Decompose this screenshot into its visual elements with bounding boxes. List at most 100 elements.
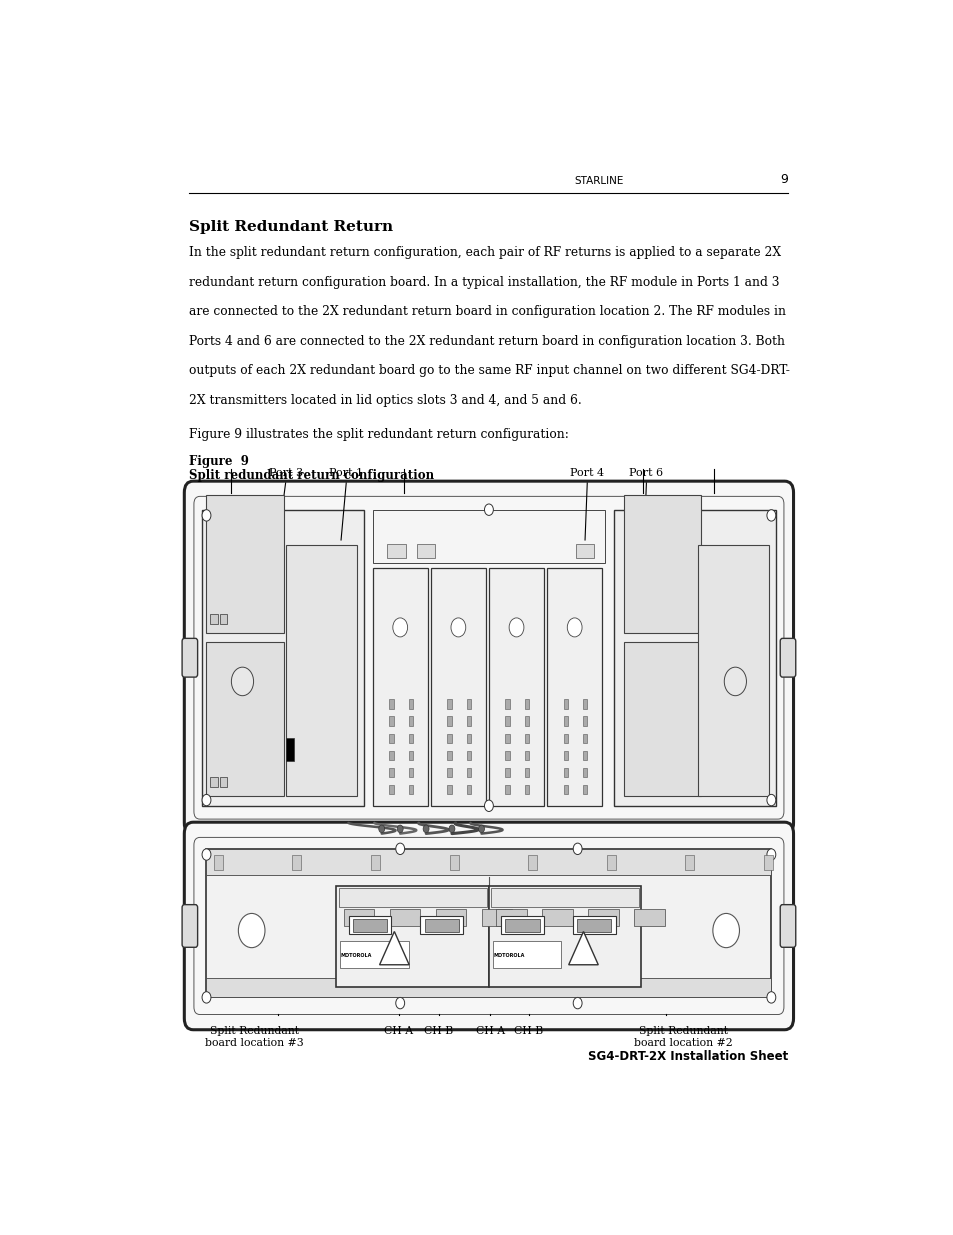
FancyBboxPatch shape xyxy=(182,638,197,677)
Bar xyxy=(408,734,413,743)
Bar xyxy=(524,734,529,743)
Bar xyxy=(389,699,394,709)
Bar xyxy=(389,768,394,777)
Bar xyxy=(614,510,775,805)
Circle shape xyxy=(395,998,404,1009)
Text: Port 1: Port 1 xyxy=(329,468,363,478)
Bar xyxy=(447,699,452,709)
Bar xyxy=(466,785,471,794)
Text: are connected to the 2X redundant return board in configuration location 2. The : are connected to the 2X redundant return… xyxy=(190,305,785,319)
Bar xyxy=(390,909,420,926)
Text: CH B: CH B xyxy=(514,1026,543,1036)
Text: CH A: CH A xyxy=(384,1026,413,1036)
Bar xyxy=(286,737,294,761)
Circle shape xyxy=(395,844,404,855)
Bar xyxy=(524,699,529,709)
Bar xyxy=(447,716,452,726)
Circle shape xyxy=(766,992,775,1003)
Bar xyxy=(623,495,700,634)
Bar xyxy=(505,699,510,709)
Bar xyxy=(524,716,529,726)
Bar xyxy=(505,768,510,777)
Bar xyxy=(623,642,700,797)
Bar xyxy=(408,751,413,760)
Bar xyxy=(447,751,452,760)
Circle shape xyxy=(232,667,253,695)
Bar xyxy=(387,545,405,558)
Circle shape xyxy=(451,618,465,637)
Text: CH A: CH A xyxy=(476,1026,504,1036)
Bar xyxy=(684,856,694,869)
Bar xyxy=(466,768,471,777)
Bar xyxy=(582,734,587,743)
Bar xyxy=(582,768,587,777)
Circle shape xyxy=(423,825,429,832)
Circle shape xyxy=(202,510,211,521)
Bar xyxy=(524,768,529,777)
Text: MOTOROLA: MOTOROLA xyxy=(340,953,372,958)
Bar xyxy=(353,919,387,931)
Bar xyxy=(447,768,452,777)
Bar xyxy=(563,716,567,726)
Bar xyxy=(587,909,618,926)
Text: Figure  9: Figure 9 xyxy=(190,456,249,468)
Bar xyxy=(546,568,601,805)
Bar xyxy=(524,785,529,794)
Circle shape xyxy=(378,825,384,832)
Bar xyxy=(371,856,379,869)
Bar xyxy=(424,919,458,931)
Bar xyxy=(210,614,217,624)
Bar xyxy=(698,545,768,797)
Polygon shape xyxy=(379,931,409,965)
Bar xyxy=(582,751,587,760)
Text: Split Redundant
board location #2: Split Redundant board location #2 xyxy=(634,1026,732,1047)
Text: In the split redundant return configuration, each pair of RF returns is applied : In the split redundant return configurat… xyxy=(190,246,781,259)
Bar xyxy=(524,751,529,760)
Bar xyxy=(488,568,543,805)
Bar xyxy=(408,699,413,709)
Bar xyxy=(293,856,301,869)
Circle shape xyxy=(567,618,581,637)
Bar xyxy=(416,545,435,558)
Bar xyxy=(563,768,567,777)
Bar xyxy=(582,785,587,794)
Text: Port 3: Port 3 xyxy=(268,468,302,478)
Bar xyxy=(505,919,539,931)
Bar xyxy=(505,785,510,794)
Circle shape xyxy=(396,825,403,832)
Bar xyxy=(492,941,560,968)
Bar xyxy=(408,768,413,777)
Text: Split redundant return configuration: Split redundant return configuration xyxy=(190,468,435,482)
Circle shape xyxy=(484,800,493,811)
Circle shape xyxy=(202,992,211,1003)
Bar xyxy=(488,885,640,987)
Circle shape xyxy=(202,794,211,805)
Bar xyxy=(563,734,567,743)
Bar xyxy=(449,856,458,869)
Circle shape xyxy=(238,914,265,947)
Text: Port 6: Port 6 xyxy=(629,468,662,478)
Bar xyxy=(206,495,284,634)
Bar xyxy=(206,978,771,998)
Bar xyxy=(491,888,639,906)
Bar xyxy=(572,916,615,935)
Bar xyxy=(336,885,488,987)
Circle shape xyxy=(712,914,739,947)
FancyBboxPatch shape xyxy=(182,905,197,947)
Bar xyxy=(338,888,486,906)
Bar xyxy=(219,614,227,624)
Bar xyxy=(496,909,526,926)
FancyBboxPatch shape xyxy=(184,823,793,1030)
Bar xyxy=(582,716,587,726)
Bar xyxy=(210,777,217,787)
Bar xyxy=(420,916,462,935)
Bar xyxy=(541,909,572,926)
Bar xyxy=(575,545,594,558)
Bar xyxy=(563,699,567,709)
Text: Ports 4 and 6 are connected to the 2X redundant return board in configuration lo: Ports 4 and 6 are connected to the 2X re… xyxy=(190,335,784,347)
Bar xyxy=(481,909,512,926)
Bar xyxy=(528,856,537,869)
Text: Split Redundant Return: Split Redundant Return xyxy=(190,221,394,235)
Bar xyxy=(340,941,408,968)
Bar xyxy=(206,848,771,998)
